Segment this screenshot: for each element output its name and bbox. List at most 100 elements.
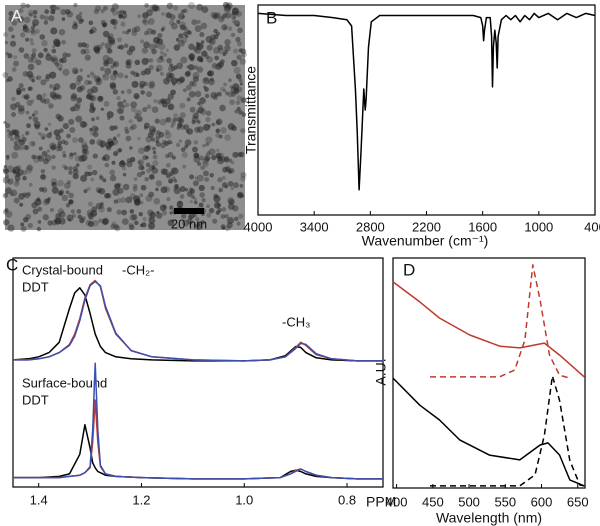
- nanoparticle: [199, 97, 206, 104]
- nanoparticle: [160, 27, 165, 32]
- nanoparticle: [204, 177, 210, 182]
- nanoparticle: [5, 174, 10, 179]
- nanoparticle: [151, 137, 156, 142]
- nanoparticle: [86, 209, 94, 217]
- nanoparticle: [9, 40, 17, 47]
- nanoparticle: [182, 219, 190, 227]
- nanoparticle: [81, 141, 88, 148]
- nanoparticle: [186, 128, 194, 135]
- nanoparticle: [8, 26, 14, 32]
- nanoparticle: [52, 44, 56, 49]
- nanoparticle: [70, 93, 78, 100]
- nanoparticle: [143, 31, 149, 36]
- nanoparticle: [122, 13, 128, 19]
- nanoparticle: [98, 95, 103, 101]
- nanoparticle: [137, 160, 142, 165]
- nanoparticle: [130, 101, 137, 109]
- nanoparticle: [88, 29, 94, 35]
- nanoparticle: [3, 164, 8, 169]
- nanoparticle: [38, 131, 42, 136]
- nanoparticle: [138, 211, 143, 217]
- nanoparticle: [2, 32, 8, 38]
- nanoparticle: [117, 107, 125, 115]
- nanoparticle: [97, 95, 104, 103]
- nanoparticle: [213, 34, 219, 40]
- nanoparticle: [221, 175, 226, 180]
- nanoparticle: [139, 193, 144, 198]
- nanoparticle: [104, 22, 108, 26]
- nanoparticle: [39, 34, 46, 40]
- nanoparticle: [27, 86, 32, 91]
- data-line: [13, 280, 383, 362]
- nanoparticle: [68, 170, 73, 175]
- nanoparticle: [213, 202, 221, 209]
- nanoparticle: [46, 132, 52, 139]
- x-tick-label: 400: [584, 219, 600, 234]
- nanoparticle: [212, 218, 218, 224]
- nanoparticle: [113, 70, 118, 75]
- nanoparticle: [141, 57, 149, 65]
- nanoparticle: [152, 4, 159, 11]
- nanoparticle: [104, 67, 112, 75]
- nanoparticle: [159, 71, 165, 77]
- nanoparticle: [84, 171, 90, 177]
- nanoparticle: [180, 56, 188, 64]
- nanoparticle: [227, 91, 234, 98]
- nanoparticle: [44, 198, 51, 204]
- nanoparticle: [216, 154, 221, 159]
- nanoparticle: [117, 101, 124, 108]
- nanoparticle: [191, 120, 196, 125]
- nanoparticle: [47, 220, 53, 226]
- nanoparticle: [5, 187, 12, 195]
- nanoparticle: [20, 225, 27, 232]
- nanoparticle: [55, 134, 62, 141]
- nanoparticle: [96, 77, 101, 82]
- nanoparticle: [26, 164, 33, 171]
- nanoparticle: [50, 4, 57, 12]
- nanoparticle: [196, 66, 204, 73]
- nanoparticle: [202, 161, 209, 168]
- nanoparticle: [240, 97, 247, 104]
- nanoparticle: [213, 46, 220, 54]
- nanoparticle: [130, 106, 137, 113]
- nanoparticles: [2, 1, 247, 232]
- nanoparticle: [13, 197, 20, 204]
- nanoparticle: [32, 116, 39, 123]
- nanoparticle: [220, 127, 227, 134]
- nanoparticle: [36, 75, 42, 81]
- nanoparticle: [195, 217, 200, 222]
- nanoparticle: [39, 14, 45, 20]
- nanoparticle: [76, 75, 83, 82]
- nanoparticle: [130, 70, 135, 75]
- nanoparticle: [210, 11, 217, 19]
- nanoparticle: [236, 23, 240, 27]
- nanoparticle: [75, 115, 83, 123]
- nanoparticle: [199, 155, 205, 161]
- nanoparticle: [102, 73, 110, 81]
- nanoparticle: [183, 124, 190, 131]
- nanoparticle: [116, 209, 122, 215]
- nanoparticle: [66, 133, 71, 139]
- nanoparticle: [76, 86, 83, 93]
- nanoparticle: [121, 218, 129, 225]
- nanoparticle: [111, 19, 118, 26]
- nanoparticle: [179, 24, 186, 31]
- nanoparticle: [55, 146, 61, 152]
- nanoparticle: [15, 133, 20, 139]
- nanoparticle: [120, 21, 126, 27]
- nanoparticle: [31, 154, 37, 160]
- nanoparticle: [90, 210, 98, 217]
- nanoparticle: [149, 58, 154, 63]
- nanoparticle: [187, 30, 193, 36]
- nanoparticle: [122, 10, 127, 15]
- nanoparticle: [129, 209, 135, 214]
- data-line: [12, 287, 383, 362]
- nanoparticle: [101, 156, 106, 161]
- nanoparticle: [167, 219, 175, 227]
- nanoparticle: [11, 34, 15, 39]
- nanoparticle: [139, 80, 146, 88]
- nanoparticle: [173, 44, 181, 51]
- nanoparticle: [212, 12, 220, 20]
- nanoparticle: [215, 120, 221, 125]
- nanoparticle: [61, 17, 66, 21]
